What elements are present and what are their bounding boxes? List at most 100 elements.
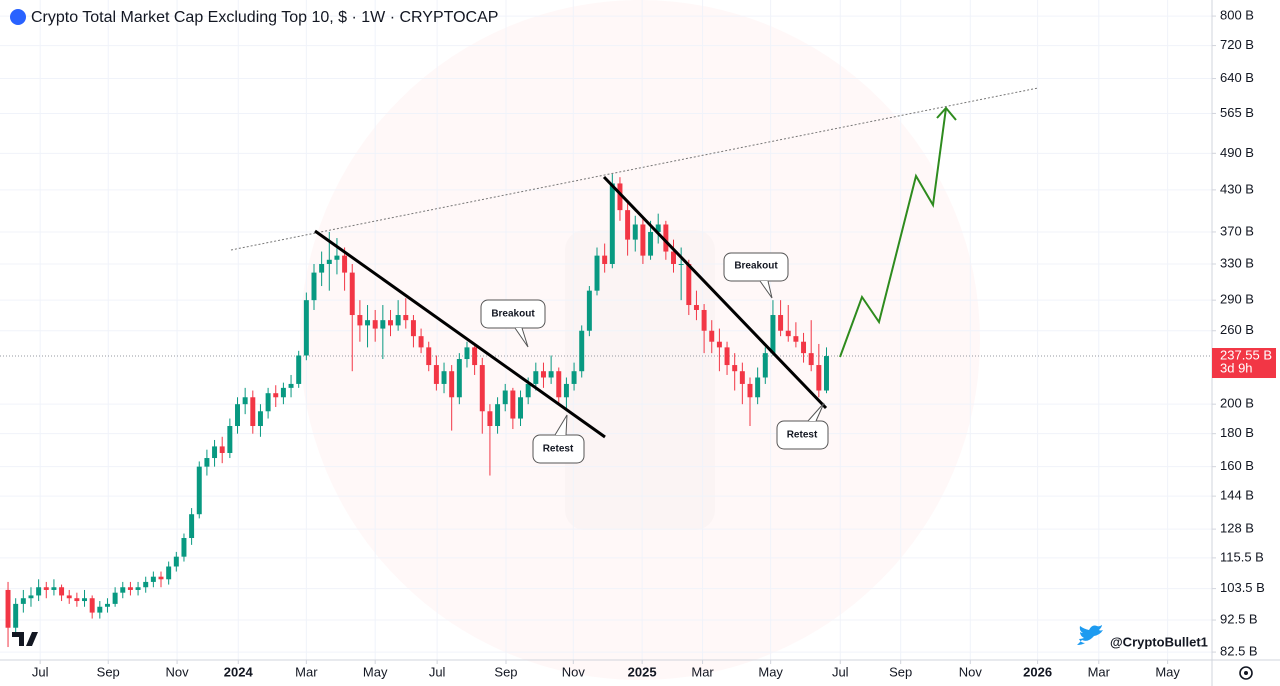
candle-body bbox=[701, 309, 707, 331]
x-tick-label: Sep bbox=[889, 664, 912, 679]
candle-body bbox=[173, 556, 179, 567]
x-tick-label: May bbox=[363, 664, 388, 679]
signature: @CryptoBullet1 bbox=[1077, 625, 1208, 649]
x-tick-label: Mar bbox=[691, 664, 714, 679]
candle-body bbox=[456, 359, 462, 398]
candle-body bbox=[273, 393, 279, 398]
candle-body bbox=[571, 371, 577, 384]
tv-logo bbox=[12, 632, 38, 646]
candle-body bbox=[686, 263, 692, 306]
candle-body bbox=[602, 255, 608, 264]
callout-pointer bbox=[554, 414, 568, 436]
settings-gear[interactable] bbox=[1239, 666, 1253, 680]
callout-pointer bbox=[759, 280, 773, 299]
candle-body bbox=[349, 272, 355, 316]
candle-body bbox=[441, 371, 447, 384]
projection-arrowhead bbox=[936, 106, 957, 121]
candle-body bbox=[365, 320, 371, 326]
x-tick-label: 2025 bbox=[628, 664, 657, 679]
candle-body bbox=[594, 255, 600, 291]
callout: Retest bbox=[532, 414, 585, 464]
x-tick-label: Jul bbox=[429, 664, 446, 679]
candle-body bbox=[533, 371, 539, 384]
candle-body bbox=[166, 566, 172, 580]
candle-body bbox=[181, 538, 187, 557]
candle-body bbox=[43, 587, 49, 590]
candle-body bbox=[739, 371, 745, 384]
x-tick-label: May bbox=[758, 664, 783, 679]
candle-body bbox=[487, 411, 493, 427]
candle-body bbox=[548, 371, 554, 378]
candle-body bbox=[563, 383, 569, 398]
candle-body bbox=[112, 592, 118, 604]
candle-body bbox=[479, 365, 485, 412]
chart-title: Crypto Total Market Cap Excluding Top 10… bbox=[31, 9, 498, 26]
candle-body bbox=[793, 336, 799, 342]
candle-body bbox=[212, 446, 218, 459]
candle-body bbox=[5, 589, 11, 628]
callout: Breakout bbox=[480, 299, 546, 348]
x-tick-label: Mar bbox=[1088, 664, 1111, 679]
candle-body bbox=[51, 587, 57, 590]
y-tick-label: 800 B bbox=[1220, 8, 1254, 23]
candle-body bbox=[472, 347, 478, 366]
candle-body bbox=[319, 263, 325, 273]
candle-body bbox=[586, 290, 592, 331]
y-tick-label: 200 B bbox=[1220, 396, 1254, 411]
candle-body bbox=[288, 383, 294, 388]
candle-body bbox=[219, 446, 225, 453]
candle-body bbox=[66, 595, 72, 599]
candle-body bbox=[525, 383, 531, 398]
candle-body bbox=[303, 300, 309, 356]
header: Crypto Total Market Cap Excluding Top 10… bbox=[10, 9, 498, 26]
candle-body bbox=[311, 272, 317, 301]
candle-body bbox=[709, 330, 715, 342]
candle-body bbox=[464, 347, 470, 360]
y-tick-label: 330 B bbox=[1220, 255, 1254, 270]
annotation: Breakout bbox=[491, 309, 535, 320]
candle-body bbox=[97, 606, 103, 613]
candle-body bbox=[449, 371, 455, 398]
author-handle: @CryptoBullet1 bbox=[1110, 634, 1208, 649]
last-price-tag bbox=[1212, 348, 1276, 379]
candle-body bbox=[388, 320, 393, 326]
y-tick-label: 144 B bbox=[1220, 488, 1254, 503]
x-tick-label: 2026 bbox=[1023, 664, 1052, 679]
resistance-line bbox=[230, 87, 1039, 251]
candle-body bbox=[158, 576, 164, 580]
candle-body bbox=[326, 259, 332, 264]
candle-body bbox=[89, 598, 95, 613]
candle-body bbox=[120, 587, 126, 593]
candle-body bbox=[250, 397, 256, 427]
y-tick-label: 430 B bbox=[1220, 181, 1254, 196]
x-tick-label: Jul bbox=[832, 664, 849, 679]
candle-body bbox=[403, 315, 409, 321]
x-tick-label: May bbox=[1155, 664, 1180, 679]
candle-body bbox=[816, 365, 822, 391]
candle-body bbox=[693, 305, 699, 310]
x-tick-label: 2024 bbox=[224, 664, 254, 679]
y-tick-label: 180 B bbox=[1220, 425, 1254, 440]
overlay: Breakout Retest Breakout Retest bbox=[314, 106, 957, 464]
settings-icon[interactable] bbox=[1239, 666, 1253, 680]
candle-body bbox=[204, 458, 210, 467]
x-tick-label: Sep bbox=[97, 664, 120, 679]
candle-body bbox=[655, 224, 661, 232]
projection-path bbox=[839, 107, 947, 358]
settings-gear-center bbox=[1244, 671, 1248, 675]
x-tick-label: Mar bbox=[295, 664, 318, 679]
candle-body bbox=[82, 598, 88, 602]
y-tick-label: 82.5 B bbox=[1220, 644, 1258, 659]
twitter-icon bbox=[1077, 625, 1103, 645]
candle-body bbox=[823, 356, 829, 391]
candle-body bbox=[28, 595, 34, 599]
callout-pointer bbox=[514, 327, 529, 348]
symbol-icon bbox=[10, 9, 26, 25]
drawings bbox=[230, 87, 1039, 251]
candles bbox=[5, 174, 829, 648]
candle-body bbox=[808, 353, 814, 366]
candle-body bbox=[59, 587, 65, 596]
